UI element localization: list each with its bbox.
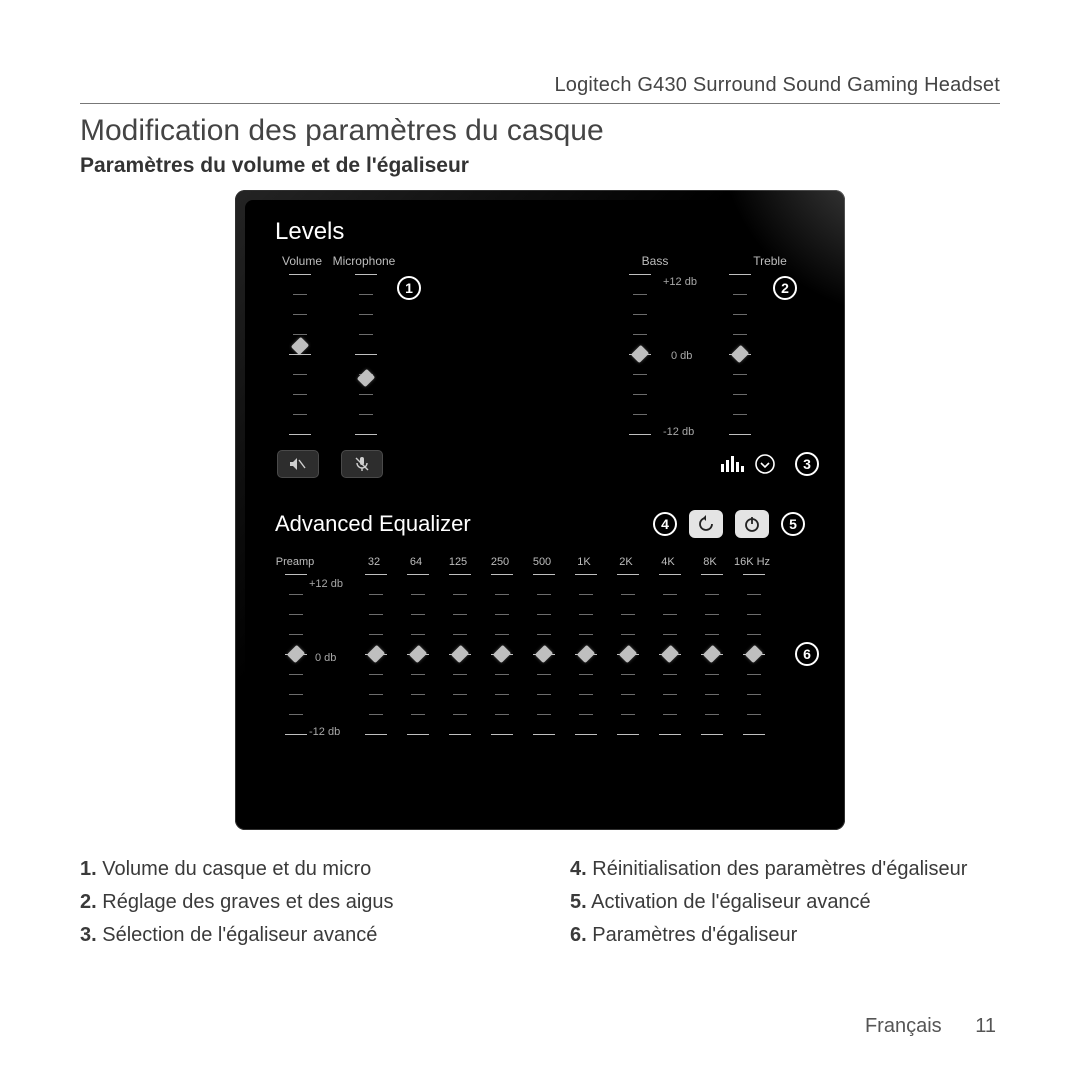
label-treble: Treble [735,254,805,268]
eq-band-label: 64 [410,556,422,568]
divider [80,103,1000,104]
db-top: +12 db [663,276,697,288]
label-volume: Volume [275,254,329,268]
manual-page: Logitech G430 Surround Sound Gaming Head… [0,0,1080,1080]
eq-band-label: 4K [661,556,674,568]
levels-title: Levels [275,218,805,246]
eq-area: Preamp +12 db 0 db -12 db 32 64 125 250 500 1… [275,556,805,756]
levels-area: 1 +12 db 0 db -12 db 2 [275,270,805,480]
callout-1: 1 [397,276,421,300]
eq-band-slider[interactable] [447,574,473,734]
eq-dropdown-button[interactable] [755,454,775,479]
app-screenshot: Levels Volume Microphone Bass Treble [235,190,845,830]
mute-mic-button[interactable] [341,450,383,478]
eq-db-top: +12 db [309,578,343,590]
preamp-label: Preamp [276,556,315,568]
legend-item-4: 4. Réinitialisation des paramètres d'éga… [570,858,1000,881]
page-subtitle: Paramètres du volume et de l'égaliseur [80,154,1000,178]
eq-band-slider[interactable] [741,574,767,734]
advanced-title: Advanced Equalizer [275,511,641,537]
label-microphone: Microphone [329,254,399,268]
eq-db-mid: 0 db [315,652,336,664]
callout-6: 6 [795,642,819,666]
eq-bars-icon [721,456,747,477]
eq-band-label: 8K [703,556,716,568]
treble-slider[interactable] [727,274,753,434]
eq-power-button[interactable] [735,510,769,538]
eq-db-bottom: -12 db [309,726,340,738]
volume-slider[interactable] [287,274,313,434]
eq-band-label: 16K Hz [734,556,770,568]
legend-item-3: 3. Sélection de l'égaliseur avancé [80,924,510,947]
db-mid: 0 db [671,350,692,362]
eq-band-slider[interactable] [531,574,557,734]
product-header: Logitech G430 Surround Sound Gaming Head… [80,74,1000,97]
callout-4: 4 [653,512,677,536]
legend-item-6: 6. Paramètres d'égaliseur [570,924,1000,947]
page-footer: Français 11 [865,1015,996,1038]
callout-5: 5 [781,512,805,536]
advanced-header-row: Advanced Equalizer 4 5 [275,510,805,538]
eq-band-label: 125 [449,556,467,568]
eq-band-slider[interactable] [405,574,431,734]
levels-labels: Volume Microphone Bass Treble [275,254,805,268]
microphone-slider[interactable] [353,274,379,434]
eq-band-label: 1K [577,556,590,568]
eq-band-label: 32 [368,556,380,568]
bass-slider[interactable] [627,274,653,434]
page-title: Modification des paramètres du casque [80,114,1000,148]
eq-band-slider[interactable] [489,574,515,734]
legend-item-1: 1. Volume du casque et du micro [80,858,510,881]
mute-speaker-button[interactable] [277,450,319,478]
eq-band-slider[interactable] [699,574,725,734]
eq-band-slider[interactable] [657,574,683,734]
eq-band-slider[interactable] [573,574,599,734]
footer-lang: Français [865,1015,942,1037]
eq-band-label: 250 [491,556,509,568]
callout-3: 3 [795,452,819,476]
eq-band-label: 2K [619,556,632,568]
eq-band-slider[interactable] [363,574,389,734]
label-bass: Bass [625,254,685,268]
eq-band-label: 500 [533,556,551,568]
legend-item-5: 5. Activation de l'égaliseur avancé [570,891,1000,914]
callout-2: 2 [773,276,797,300]
eq-band-slider[interactable] [615,574,641,734]
legend-item-2: 2. Réglage des graves et des aigus [80,891,510,914]
db-bottom: -12 db [663,426,694,438]
preamp-slider[interactable] [283,574,309,734]
footer-page: 11 [975,1015,996,1037]
eq-reset-button[interactable] [689,510,723,538]
legend: 1. Volume du casque et du micro 4. Réini… [80,858,1000,947]
